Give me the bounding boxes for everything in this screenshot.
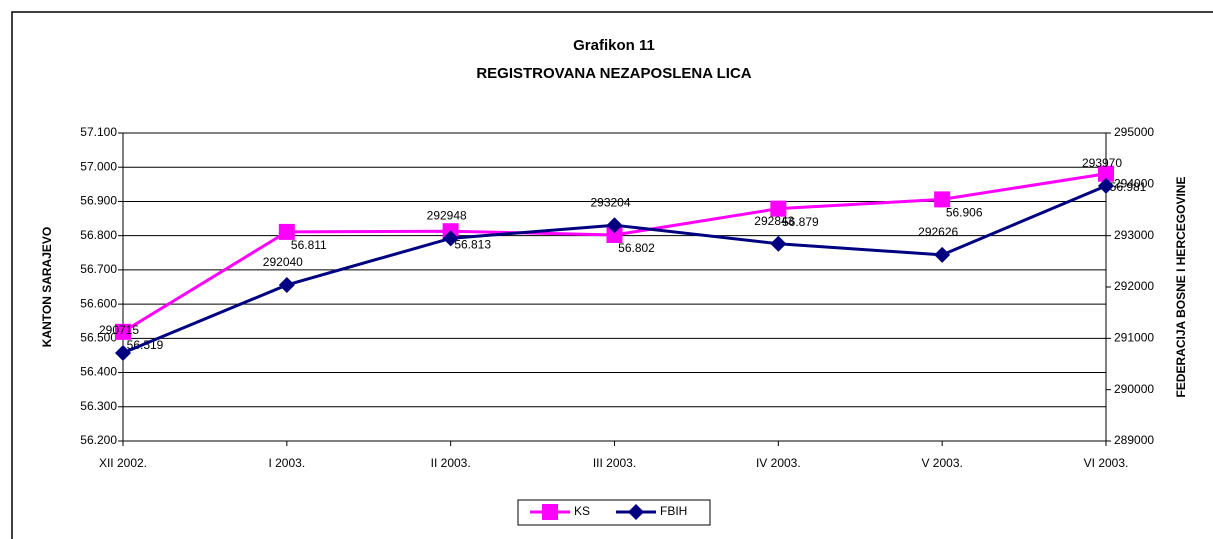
data-label: 290715 (99, 323, 139, 337)
point (278, 276, 295, 293)
data-label: 56.879 (782, 215, 819, 229)
y-tick-label: 56.700 (80, 262, 117, 276)
y2-tick-label: 292000 (1114, 279, 1154, 293)
x-tick-label: I 2003. (268, 456, 305, 470)
y-tick-label: 57.100 (80, 125, 117, 139)
point (278, 223, 295, 240)
y-tick-label: 56.200 (80, 433, 117, 447)
x-tick-label: II 2003. (431, 456, 471, 470)
point (115, 323, 131, 340)
y2-tick-label: 295000 (1114, 125, 1154, 139)
point (606, 217, 623, 234)
y-tick-label: 56.300 (80, 399, 117, 413)
data-label: 56.802 (618, 241, 655, 255)
legend-marker (628, 504, 644, 520)
y-axis-title: KANTON SARAJEVO (40, 227, 54, 347)
data-label: 292843 (754, 214, 794, 228)
data-label: 292948 (427, 209, 467, 223)
x-tick-label: VI 2003. (1084, 456, 1129, 470)
y2-tick-label: 291000 (1114, 331, 1154, 345)
y-tick-label: 56.600 (80, 296, 117, 310)
y2-tick-label: 290000 (1114, 382, 1154, 396)
point (770, 200, 787, 217)
y-tick-label: 57.000 (80, 159, 117, 173)
x-tick-label: XII 2002. (99, 456, 147, 470)
chart-subtitle: REGISTROVANA NEZAPOSLENA LICA (476, 65, 751, 82)
data-label: 56.981 (1110, 180, 1147, 194)
y2-tick-label: 293000 (1114, 228, 1154, 242)
x-tick-label: V 2003. (921, 456, 962, 470)
x-tick-label: III 2003. (593, 456, 636, 470)
y-tick-label: 56.400 (80, 365, 117, 379)
y2-axis-title: FEDERACIJA BOSNE I HERCEGOVINE (1174, 177, 1188, 398)
y2-tick-label: 294000 (1114, 177, 1154, 191)
data-label: 293204 (590, 195, 630, 209)
y-tick-label: 56.800 (80, 228, 117, 242)
point (442, 230, 459, 247)
point (1098, 177, 1114, 194)
y-tick-label: 56.900 (80, 194, 117, 208)
x-tick-label: IV 2003. (756, 456, 801, 470)
data-label: 56.811 (291, 238, 327, 252)
legend-label: KS (574, 504, 590, 518)
legend-marker (542, 504, 558, 520)
point (934, 246, 951, 263)
chart-title: Grafikon 11 (573, 37, 655, 54)
frame (11, 11, 1213, 539)
legend-label: FBIH (660, 504, 687, 518)
point (606, 226, 623, 243)
point (115, 344, 131, 361)
point (934, 191, 951, 208)
y2-tick-label: 289000 (1114, 433, 1154, 447)
data-label: 293970 (1082, 156, 1122, 170)
data-label: 56.813 (454, 237, 491, 251)
data-label: 292040 (263, 255, 303, 269)
point (1098, 165, 1114, 182)
y-tick-label: 56.500 (80, 331, 117, 345)
data-label: 292626 (918, 225, 958, 239)
point (770, 235, 787, 252)
data-label: 56.906 (946, 206, 983, 220)
